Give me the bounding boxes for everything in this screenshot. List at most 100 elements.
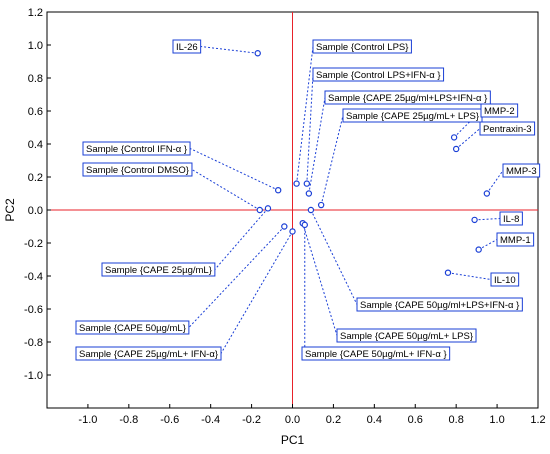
- point-label-text: Sample {CAPE 50µg/mL+ IFN-α }: [305, 349, 447, 360]
- y-tick-label: 1.2: [28, 7, 43, 19]
- point-label-text: Sample {CAPE 25µg/ml+LPS+IFN-α }: [328, 93, 487, 104]
- y-tick-label: -0.2: [24, 238, 43, 250]
- point-label-text: MMP-3: [506, 166, 537, 177]
- data-point: [264, 205, 272, 212]
- x-tick-label: 0.2: [326, 414, 341, 426]
- y-axis-title: PC2: [3, 198, 17, 222]
- data-point: [303, 180, 311, 187]
- y-tick-label: 0.2: [28, 172, 43, 184]
- data-point: [254, 50, 261, 57]
- x-tick-label: 1.2: [530, 414, 545, 426]
- x-tick-label: -0.6: [160, 414, 179, 426]
- data-point: [475, 246, 482, 253]
- point-label-text: Sample {CAPE 50µg/ml+LPS+IFN-α }: [360, 300, 519, 311]
- leader-line: [486, 170, 504, 194]
- x-axis-title: PC1: [281, 433, 305, 447]
- x-tick-label: -0.8: [119, 414, 138, 426]
- label-box: [356, 297, 523, 312]
- leader-line: [200, 46, 258, 54]
- point-label: Sample {Control IFN-α }: [82, 141, 191, 156]
- label-box: [312, 39, 412, 54]
- label-box: [496, 232, 535, 247]
- data-point: [305, 190, 313, 197]
- data-point: [444, 269, 452, 276]
- point-label-text: Sample {CAPE 25µg/mL}: [105, 265, 212, 276]
- x-axis-ticks: -1.0 -0.8 -0.6 -0.4 -0.2 0.0 0.2 0.4 0.6 0.8 1.0 1.…: [78, 404, 546, 426]
- leader-line: [214, 208, 269, 270]
- label-box: [82, 141, 191, 156]
- label-box: [324, 90, 491, 105]
- label-box: [490, 272, 520, 287]
- label-leader-lines: [188, 46, 504, 354]
- y-axis-ticks: 1.2 1.0 0.8 0.6 0.4 0.2 0.0 -0.2 -0.4 -0.6 -0.8 -1.…: [24, 7, 51, 382]
- leader-line: [296, 46, 314, 184]
- label-box: [82, 162, 193, 177]
- label-box: [336, 328, 477, 343]
- label-box: [101, 262, 216, 277]
- y-tick-label: 1.0: [28, 40, 43, 52]
- point-label-text: IL-26: [176, 42, 198, 53]
- point-label: IL-10: [490, 272, 520, 287]
- point-label-text: IL-10: [494, 275, 516, 286]
- data-point: [452, 145, 460, 153]
- data-point: [307, 206, 315, 214]
- data-point: [293, 180, 300, 187]
- point-label: Sample {CAPE 25µg/mL}: [101, 262, 216, 277]
- point-label: Sample {CAPE 25µg/mL+ IFN-α}: [75, 346, 222, 361]
- point-label: Sample {Control LPS}: [312, 39, 412, 54]
- data-point: [483, 190, 491, 197]
- data-point: [274, 186, 282, 194]
- point-label-text: Sample {Control LPS}: [316, 42, 408, 53]
- point-label: Sample {CAPE 50µg/mL+ IFN-α }: [301, 346, 451, 361]
- point-label-text: Sample {Control IFN-α }: [86, 144, 187, 155]
- y-tick-label: -0.8: [24, 337, 43, 349]
- y-tick-label: 0.6: [28, 106, 43, 118]
- point-label-text: Sample {Control LPS+IFN-α }: [316, 70, 441, 81]
- label-box: [502, 163, 541, 178]
- point-label-text: Sample {CAPE 50µg/mL+ LPS}: [340, 331, 473, 342]
- leader-line: [478, 239, 498, 251]
- leader-line: [302, 223, 338, 336]
- data-point: [281, 223, 288, 230]
- point-label-text: Pentraxin-3: [483, 124, 532, 135]
- leader-line: [308, 97, 326, 194]
- point-label-text: Sample {CAPE 25µg/mL+ LPS}: [346, 111, 479, 122]
- point-labels: IL-26 Sample {Control LPS} Sample {Control…: [75, 39, 541, 361]
- data-point: [301, 221, 308, 229]
- data-point: [317, 201, 325, 209]
- data-point: [450, 134, 458, 141]
- leader-line: [220, 231, 293, 354]
- point-label: Sample {CAPE 25µg/mL+ LPS}: [342, 108, 483, 123]
- point-label: Sample {CAPE 50µg/mL+ LPS}: [336, 328, 477, 343]
- x-tick-label: -1.0: [78, 414, 97, 426]
- point-label-text: Sample {CAPE 25µg/mL+ IFN-α}: [79, 349, 218, 360]
- leader-line: [455, 128, 481, 150]
- label-box: [75, 320, 190, 335]
- label-box: [480, 103, 519, 118]
- y-tick-label: 0.8: [28, 73, 43, 85]
- point-label: Sample {Control LPS+IFN-α }: [312, 67, 445, 82]
- point-label: MMP-2: [480, 103, 519, 118]
- x-tick-label: -0.4: [201, 414, 220, 426]
- label-box: [172, 39, 202, 54]
- point-label-text: IL-8: [503, 214, 519, 225]
- leader-line: [189, 148, 279, 191]
- point-label-text: MMP-1: [500, 235, 531, 246]
- point-label: IL-26: [172, 39, 202, 54]
- leader-line: [188, 226, 285, 328]
- data-point: [289, 228, 296, 235]
- x-tick-label: 0.0: [285, 414, 300, 426]
- y-tick-label: 0.0: [28, 205, 43, 217]
- data-point: [471, 216, 478, 224]
- leader-line: [310, 209, 358, 305]
- point-label: Sample {CAPE 50µg/mL}: [75, 320, 190, 335]
- point-label-text: Sample {CAPE 50µg/mL}: [79, 323, 186, 334]
- point-label: Sample {CAPE 50µg/ml+LPS+IFN-α }: [356, 297, 523, 312]
- leader-line: [447, 272, 492, 280]
- data-point: [256, 206, 263, 214]
- leader-line: [191, 169, 261, 211]
- leader-line: [320, 115, 344, 206]
- label-box: [499, 211, 523, 226]
- point-label-text: Sample {Control DMSO}: [86, 165, 189, 176]
